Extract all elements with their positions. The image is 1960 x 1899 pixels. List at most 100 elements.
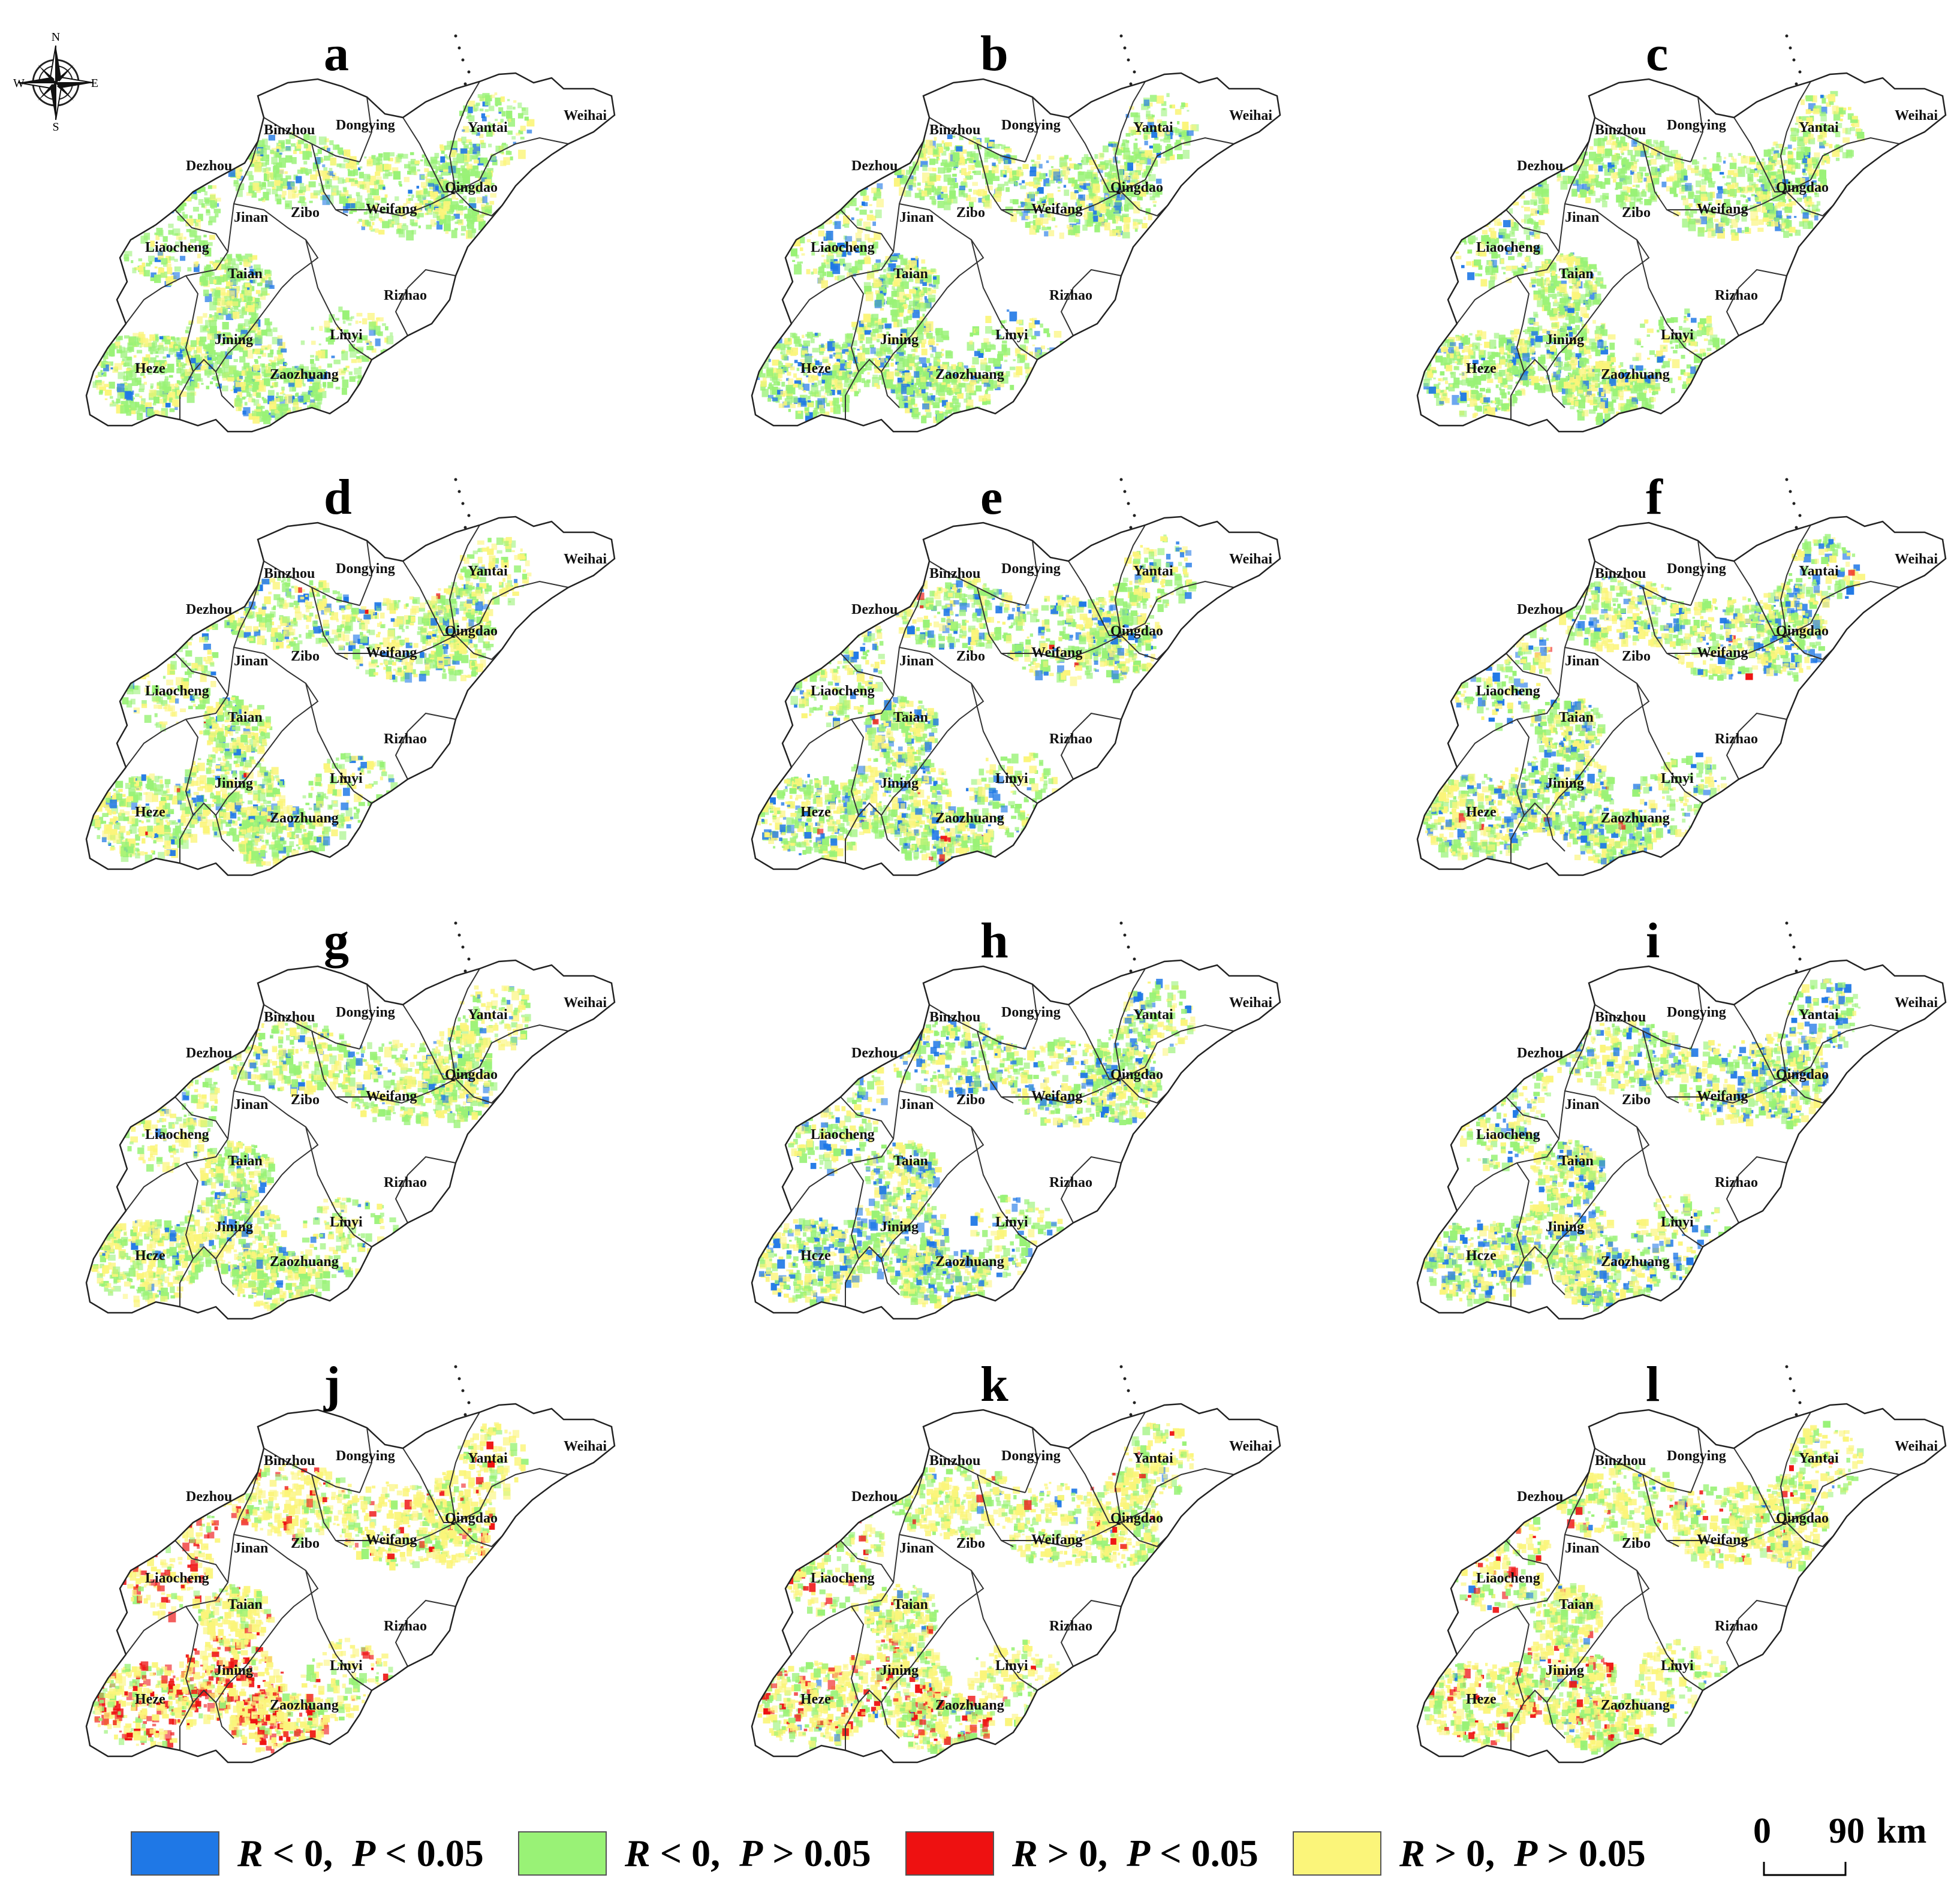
- city-label-zaozhuang: Zaozhuang: [935, 810, 1004, 826]
- province-map: Binzhou Dongying Yantai Weihai Dezhou Qingdao…: [751, 921, 1281, 1320]
- province-outline: [85, 516, 616, 876]
- province-outline: [85, 72, 616, 433]
- city-label-taian: Taian: [893, 1153, 928, 1169]
- city-label-liaocheng: Liaocheng: [811, 1127, 875, 1143]
- prefecture-border: [1068, 117, 1146, 192]
- map-panel-d: Binzhou Dongying Yantai Weihai Dezhou Qingdao…: [36, 456, 690, 899]
- island-mark: [1798, 1401, 1802, 1404]
- province-map: Binzhou Dongying Yantai Weihai Dezhou Qingdao…: [1416, 478, 1947, 876]
- city-label-heze: Heze: [800, 804, 831, 820]
- prefecture-border: [858, 1246, 882, 1259]
- city-label-yantai: Yantai: [1133, 1451, 1173, 1466]
- city-label-rizhao: Rizhao: [384, 731, 427, 747]
- city-label-dezhou: Dezhou: [1517, 602, 1563, 617]
- island-mark: [1792, 945, 1796, 949]
- city-label-yantai: Yantai: [1799, 563, 1839, 579]
- panel-letter: e: [980, 472, 1002, 523]
- province-outline: [751, 516, 1281, 876]
- city-label-jining: Jining: [880, 332, 919, 348]
- city-label-heze: Heze: [1466, 804, 1497, 820]
- city-label-zaozhuang: Zaozhuang: [1601, 810, 1670, 826]
- city-label-binzhou: Binzhou: [929, 122, 980, 138]
- prefecture-border: [1456, 209, 1560, 324]
- prefecture-border: [791, 209, 895, 324]
- city-label-jining: Jining: [215, 776, 253, 791]
- island-mark: [1798, 957, 1802, 961]
- prefecture-border: [359, 984, 373, 1050]
- map-panel-f: Binzhou Dongying Yantai Weihai Dezhou Qingdao…: [1367, 456, 1960, 899]
- panel-letter: k: [980, 1360, 1008, 1410]
- city-label-qingdao: Qingdao: [445, 180, 498, 195]
- map-panel-e: Binzhou Dongying Yantai Weihai Dezhou Qingdao…: [701, 456, 1355, 899]
- prefecture-border: [791, 1096, 895, 1211]
- province-fill: [752, 517, 1280, 875]
- prefecture-border: [192, 1246, 216, 1259]
- province-outline: [1416, 1403, 1947, 1764]
- city-label-taian: Taian: [228, 1153, 263, 1169]
- province-outline: [85, 959, 616, 1320]
- map-panel-j: Binzhou Dongying Yantai Weihai Dezhou Qingdao…: [36, 1343, 690, 1786]
- city-label-yantai: Yantai: [468, 563, 508, 579]
- prefecture-border: [215, 1174, 282, 1295]
- province-outline: [1416, 959, 1947, 1320]
- city-label-weifang: Weifang: [366, 201, 417, 217]
- correlation-pixels: [757, 1422, 1194, 1758]
- city-label-heze: Heze: [135, 361, 165, 376]
- prefecture-border: [125, 653, 229, 768]
- city-label-dezhou: Dezhou: [851, 602, 898, 617]
- map-panel-c: Binzhou Dongying Yantai Weihai Dezhou Qingdao…: [1367, 12, 1960, 456]
- prefecture-border: [479, 580, 569, 624]
- prefecture-border: [971, 239, 1038, 360]
- prefecture-border: [1060, 1599, 1122, 1667]
- prefecture-border: [215, 731, 282, 852]
- panel-letter: h: [980, 916, 1008, 966]
- scale-distance-label: 90: [1829, 1810, 1865, 1852]
- prefecture-border: [1690, 97, 1704, 162]
- prefecture-border: [1510, 719, 1530, 863]
- correlation-pixels: [91, 536, 532, 868]
- city-label-linyi: Linyi: [1661, 771, 1694, 786]
- island-mark: [454, 34, 457, 38]
- city-label-liaocheng: Liaocheng: [811, 240, 875, 255]
- correlation-pixels: [1423, 91, 1865, 425]
- city-label-rizhao: Rizhao: [1715, 731, 1758, 747]
- island-mark: [457, 1377, 461, 1380]
- prefecture-border: [791, 1540, 895, 1655]
- prefecture-border: [402, 560, 480, 636]
- city-label-binzhou: Binzhou: [264, 566, 315, 581]
- prefecture-border: [1690, 984, 1704, 1050]
- prefecture-border: [192, 1689, 216, 1703]
- prefecture-border: [858, 358, 882, 372]
- island-mark: [461, 502, 465, 505]
- legend-swatch-red: [905, 1831, 994, 1876]
- province-outline: [751, 959, 1281, 1320]
- city-label-binzhou: Binzhou: [264, 122, 315, 138]
- island-mark: [1798, 70, 1802, 74]
- prefecture-border: [1690, 1427, 1704, 1493]
- prefecture-border: [1780, 968, 1811, 1080]
- city-label-dezhou: Dezhou: [1517, 1045, 1563, 1061]
- city-label-liaocheng: Liaocheng: [145, 1571, 209, 1586]
- legend: R < 0, P < 0.05 R < 0, P > 0.05 R > 0, P…: [0, 1822, 1960, 1888]
- legend-swatch-green: [518, 1831, 607, 1876]
- city-label-zaozhuang: Zaozhuang: [270, 1698, 339, 1713]
- prefecture-border: [1068, 1004, 1146, 1080]
- city-label-weihai: Weihai: [1895, 551, 1938, 567]
- province-map: Binzhou Dongying Yantai Weihai Dezhou Qingdao…: [751, 478, 1281, 876]
- map-panel-l: Binzhou Dongying Yantai Weihai Dezhou Qingdao…: [1367, 1343, 1960, 1786]
- city-label-linyi: Linyi: [995, 1214, 1028, 1230]
- city-label-jinan: Jinan: [234, 210, 268, 225]
- island-mark: [467, 514, 471, 517]
- city-label-qingdao: Qingdao: [445, 1067, 498, 1083]
- island-mark: [1133, 1401, 1136, 1404]
- city-label-dezhou: Dezhou: [851, 1045, 898, 1061]
- city-label-liaocheng: Liaocheng: [145, 240, 209, 255]
- map-panel-g: Binzhou Dongying Yantai Weihai Dezhou Qingdao…: [36, 899, 690, 1343]
- prefecture-border: [311, 587, 348, 660]
- panel-letter: d: [324, 472, 352, 523]
- province-map: Binzhou Dongying Yantai Weihai Dezhou Qingdao…: [85, 34, 616, 433]
- city-label-qingdao: Qingdao: [445, 623, 498, 639]
- city-label-binzhou: Binzhou: [1595, 566, 1646, 581]
- city-label-jining: Jining: [215, 1219, 253, 1235]
